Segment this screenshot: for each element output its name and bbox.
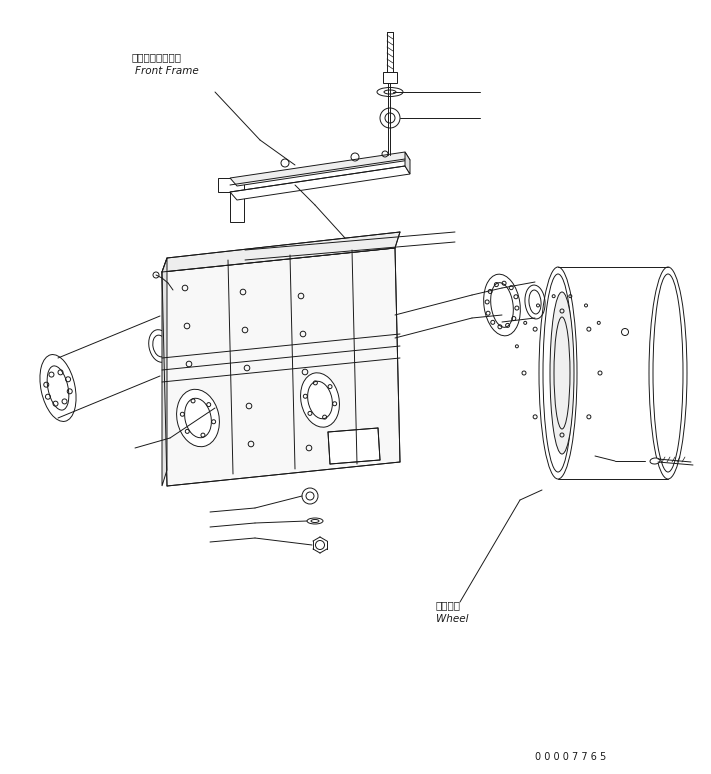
Text: Wheel: Wheel — [436, 614, 469, 624]
Text: Front Frame: Front Frame — [135, 66, 199, 76]
Ellipse shape — [176, 389, 220, 447]
Circle shape — [380, 108, 400, 128]
Polygon shape — [328, 428, 380, 464]
Polygon shape — [162, 248, 400, 486]
Text: 0 0 0 0 7 7 6 5: 0 0 0 0 7 7 6 5 — [535, 752, 606, 762]
Polygon shape — [230, 166, 410, 200]
Polygon shape — [162, 258, 167, 486]
Polygon shape — [383, 72, 397, 83]
Text: フロントフレーム: フロントフレーム — [132, 52, 182, 62]
Ellipse shape — [550, 292, 574, 454]
Ellipse shape — [650, 458, 660, 464]
Ellipse shape — [301, 373, 339, 427]
Circle shape — [302, 488, 318, 504]
Ellipse shape — [525, 285, 545, 319]
Text: ホイール: ホイール — [436, 600, 461, 610]
Polygon shape — [230, 152, 410, 186]
Polygon shape — [405, 152, 410, 174]
Polygon shape — [218, 178, 244, 222]
Ellipse shape — [149, 330, 171, 362]
Ellipse shape — [307, 518, 323, 524]
Polygon shape — [162, 232, 400, 272]
Ellipse shape — [377, 87, 403, 97]
